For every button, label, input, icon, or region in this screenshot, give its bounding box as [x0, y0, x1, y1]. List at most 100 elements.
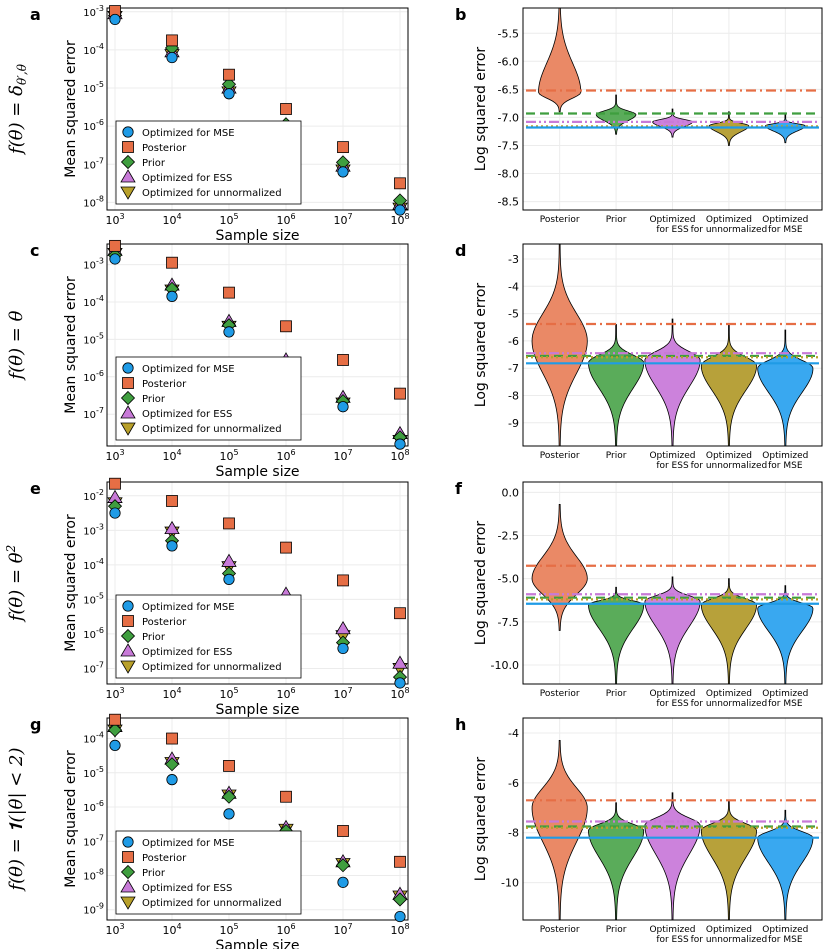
x-tick-exponent: 6: [290, 448, 295, 457]
x-tick-exponent: 8: [404, 686, 409, 695]
x-tick-exponent: 3: [119, 448, 124, 457]
y-tick-label: 10-3: [83, 522, 104, 537]
y-tick-label: 10-7: [83, 833, 104, 848]
category-label: Posterior: [540, 215, 580, 225]
row-label-text: f(θ) = θ2: [4, 545, 27, 624]
data-point-mse: [109, 507, 121, 519]
legend-label-ess: Optimized for ESS: [142, 883, 232, 894]
data-point-mse: [166, 774, 178, 786]
y-tick-exponent: -6: [96, 118, 104, 127]
scatter-panel-a: 103 104 105 106 107 10810-310-410-510-610-710…: [63, 4, 410, 244]
legend-label-posterior: Posterior: [142, 617, 187, 628]
violin-violin_mse: [757, 329, 814, 446]
x-tick-label: 104: [162, 686, 181, 701]
x-tick-label: 106: [276, 212, 295, 227]
category-label: Posterior: [540, 451, 580, 461]
x-tick-exponent: 7: [347, 922, 352, 931]
data-point-posterior: [166, 256, 178, 269]
y-tick-exponent: -5: [96, 765, 104, 774]
violin-violin_mse: [757, 585, 814, 684]
x-tick-label: 108: [390, 922, 409, 937]
violin-violin_posterior: [531, 244, 588, 446]
panel-letter: g: [30, 715, 41, 734]
x-tick-exponent: 7: [347, 686, 352, 695]
y-tick-label: -3: [508, 253, 519, 266]
legend-label-posterior: Posterior: [142, 853, 187, 864]
x-tick-exponent: 8: [404, 448, 409, 457]
x-tick-exponent: 3: [119, 922, 124, 931]
row-label-main: f(θ) = θ: [6, 552, 27, 623]
y-axis-label: Mean squared error: [63, 750, 79, 888]
y-tick-label: 10-4: [83, 294, 104, 309]
violin-violin_posterior: [531, 504, 588, 631]
y-tick-exponent: -5: [96, 80, 104, 89]
x-tick-base: 10: [162, 214, 176, 227]
x-tick-base: 10: [162, 450, 176, 463]
data-point-ess: [335, 620, 351, 635]
data-point-mse: [223, 808, 235, 820]
y-tick-label: 10-3: [83, 4, 104, 19]
violin-violin_posterior: [531, 740, 588, 920]
y-tick-label: 10-5: [83, 591, 104, 606]
legend-label-posterior: Posterior: [142, 379, 187, 390]
data-point-posterior: [166, 34, 178, 47]
plot-frame: [106, 7, 409, 211]
data-point-mse: [109, 253, 121, 265]
category-label: for ESS: [656, 461, 689, 471]
x-tick-base: 10: [333, 214, 347, 227]
data-point-mse: [394, 438, 406, 450]
data-point-prior: [107, 722, 123, 738]
x-tick-exponent: 4: [176, 448, 181, 457]
x-tick-base: 10: [333, 924, 347, 937]
x-tick-base: 10: [219, 214, 233, 227]
x-tick-exponent: 3: [119, 686, 124, 695]
legend-marker-ess: [120, 879, 136, 893]
violin-violin_prior: [588, 802, 645, 920]
y-tick-exponent: -7: [96, 156, 104, 165]
legend-marker-mse: [122, 600, 134, 612]
row-label-4: f(θ) = 𝟏(|θ| < 2): [6, 747, 27, 892]
y-tick-label: -7.0: [498, 111, 519, 124]
y-tick-exponent: -5: [96, 591, 104, 600]
y-tick-label: 10-6: [83, 369, 104, 384]
y-tick-exponent: -6: [96, 626, 104, 635]
x-tick-label: 103: [105, 212, 124, 227]
y-tick-base: 10: [83, 664, 96, 675]
x-axis-label: Sample size: [215, 702, 299, 718]
x-axis-label: Sample size: [215, 464, 299, 480]
y-tick-base: 10: [83, 837, 96, 848]
x-tick-base: 10: [162, 924, 176, 937]
x-tick-exponent: 6: [290, 212, 295, 221]
y-tick-exponent: -4: [96, 557, 104, 566]
x-tick-label: 104: [162, 212, 181, 227]
x-tick-label: 107: [333, 212, 352, 227]
y-tick-exponent: -6: [96, 799, 104, 808]
data-point-posterior: [280, 103, 292, 115]
x-tick-base: 10: [276, 450, 290, 463]
violin-violin_prior: [588, 586, 645, 684]
x-tick-base: 10: [276, 924, 290, 937]
legend-box: [115, 356, 302, 441]
legend-label-unnorm: Optimized for unnormalized: [142, 898, 282, 909]
y-tick-label: -5.0: [498, 573, 519, 586]
y-tick-base: 10: [83, 160, 96, 171]
legend-label-ess: Optimized for ESS: [142, 173, 232, 184]
violin-layer: [526, 244, 819, 446]
data-point-posterior: [109, 713, 121, 726]
x-tick-exponent: 5: [233, 922, 238, 931]
y-tick-label: -7.5: [498, 139, 519, 152]
legend-marker-posterior: [122, 141, 134, 153]
y-tick-base: 10: [83, 492, 96, 503]
y-tick-label: -7: [508, 362, 519, 375]
legend-label-mse: Optimized for MSE: [142, 602, 235, 613]
violin-violin_prior: [588, 324, 645, 446]
legend-marker-mse: [122, 362, 134, 374]
row-label-text: f(θ) = δθ′,θ: [6, 63, 29, 156]
panel-letter: b: [455, 5, 466, 24]
violin-violin_unnorm: [708, 111, 750, 146]
violin-violin_unnorm: [700, 799, 757, 920]
y-tick-base: 10: [83, 769, 96, 780]
x-tick-exponent: 5: [233, 212, 238, 221]
row-label-main: f(θ) = θ: [6, 310, 27, 381]
x-tick-exponent: 5: [233, 448, 238, 457]
